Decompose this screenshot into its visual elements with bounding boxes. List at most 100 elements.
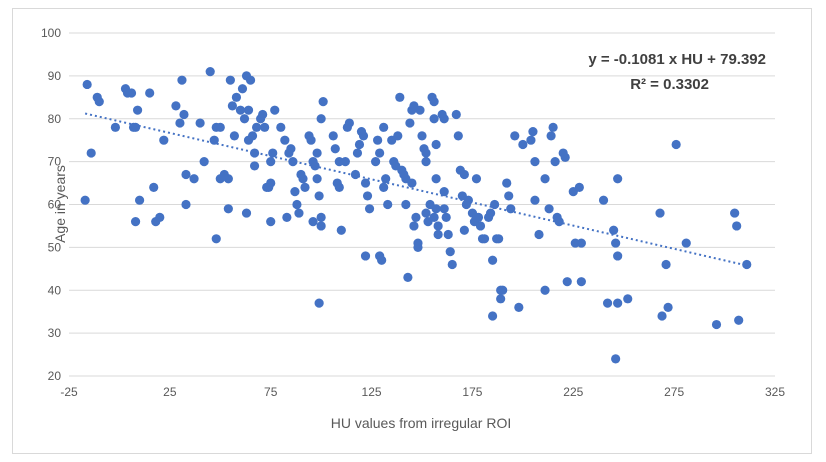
x-tick-label: 275 (664, 385, 684, 399)
y-tick-label: 50 (48, 240, 62, 254)
data-point (530, 195, 540, 205)
data-point (613, 298, 623, 308)
data-point (734, 315, 744, 325)
data-point (413, 242, 423, 252)
data-point (241, 208, 252, 218)
data-point (609, 225, 619, 235)
data-point (243, 135, 254, 145)
data-point (215, 174, 225, 184)
data-point (235, 105, 246, 115)
data-point (504, 191, 514, 201)
data-point (205, 66, 215, 77)
data-point (223, 174, 233, 184)
data-point (548, 122, 558, 132)
data-point (540, 285, 550, 295)
data-point (611, 354, 621, 364)
data-point (393, 131, 403, 141)
data-point (195, 118, 205, 128)
data-point (126, 88, 137, 98)
data-point (145, 88, 155, 98)
data-point (258, 109, 268, 120)
data-point (498, 285, 508, 295)
data-point (237, 84, 248, 94)
x-tick-label: -25 (60, 385, 78, 399)
data-point (177, 75, 187, 85)
data-point (229, 131, 240, 141)
data-point (730, 208, 740, 218)
data-point (655, 208, 665, 218)
data-point (613, 251, 623, 261)
data-point (360, 178, 371, 188)
data-point (681, 238, 691, 248)
data-point (671, 139, 681, 150)
data-point (360, 251, 371, 261)
data-point (94, 97, 104, 107)
data-point (334, 182, 344, 192)
data-point (383, 199, 393, 210)
data-point (421, 148, 431, 158)
data-point (657, 311, 667, 321)
data-point (576, 277, 586, 287)
trendline-equation: y = -0.1081 x HU + 79.392 (588, 51, 766, 68)
data-point (488, 311, 498, 321)
data-point (249, 161, 260, 171)
data-point (443, 229, 453, 240)
data-point (199, 157, 209, 167)
data-point (661, 259, 671, 270)
data-point (239, 114, 250, 124)
data-point (227, 101, 237, 111)
data-point (611, 238, 621, 248)
data-point (375, 148, 385, 158)
data-point (429, 114, 439, 124)
y-tick-label: 70 (48, 155, 62, 169)
data-point (225, 75, 235, 85)
y-tick-label: 80 (48, 112, 62, 126)
data-point (401, 199, 411, 210)
data-point (130, 217, 141, 227)
data-point (576, 238, 586, 248)
data-point (405, 118, 415, 128)
data-point (328, 131, 338, 141)
data-point (598, 195, 609, 205)
x-axis-title: HU values from irregular ROI (331, 415, 512, 431)
data-point (189, 174, 199, 184)
data-points (80, 66, 752, 364)
data-point (514, 302, 524, 312)
data-point (574, 182, 584, 192)
data-point (266, 178, 276, 188)
data-point (453, 131, 463, 141)
data-point (411, 212, 421, 222)
data-point (528, 127, 538, 137)
x-tick-label: 325 (765, 385, 785, 399)
data-point (429, 97, 439, 107)
x-tick-labels: -25 25 75 125 175 225 275 325 (60, 385, 785, 399)
data-point (447, 259, 457, 270)
data-point (171, 101, 181, 111)
data-point (268, 148, 278, 158)
data-point (300, 182, 310, 192)
data-point (431, 204, 441, 214)
data-point (433, 229, 443, 240)
data-point (260, 122, 270, 132)
data-point (266, 217, 276, 227)
y-tick-labels: 20 30 40 50 60 70 80 90 100 (41, 26, 61, 383)
trendline (84, 112, 752, 268)
data-point (526, 135, 536, 145)
data-point (251, 122, 262, 132)
data-point (518, 139, 528, 150)
data-point (711, 319, 722, 330)
data-point (312, 148, 322, 158)
data-point (429, 212, 439, 222)
data-point (502, 178, 512, 188)
data-point (266, 157, 276, 167)
data-point (312, 174, 322, 184)
data-point (243, 105, 254, 115)
data-point (314, 191, 324, 201)
data-point (330, 144, 340, 154)
data-point (290, 187, 300, 197)
data-point (475, 221, 486, 231)
data-point (249, 148, 260, 158)
data-point (403, 272, 413, 282)
y-axis-title: Age in years (52, 165, 68, 243)
data-point (415, 105, 425, 115)
